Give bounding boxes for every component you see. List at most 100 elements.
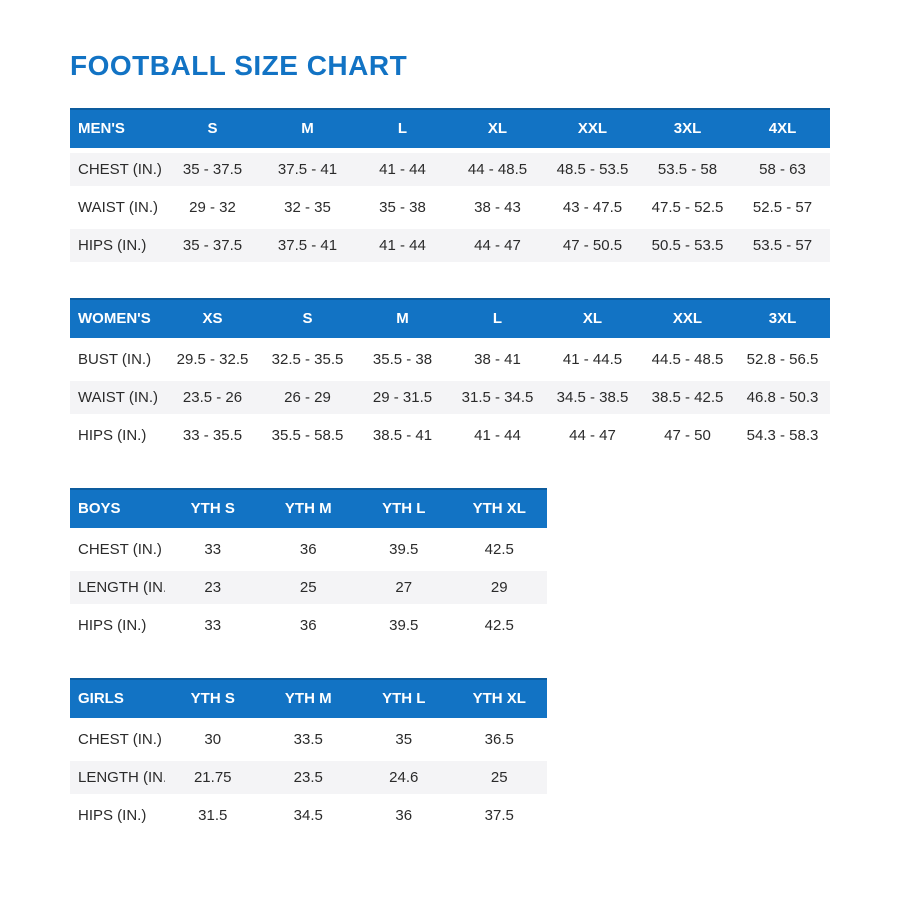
table-title-cell: GIRLS [78, 690, 124, 707]
table-row: WAIST (IN.) 23.5 - 26 26 - 29 29 - 31.5 31.5… [70, 376, 830, 414]
measurement-value-cell: 42.5 [484, 617, 514, 634]
measurement-value-cell: 38.5 - 41 [372, 427, 433, 444]
measurement-value-cell: 46.8 - 50.3 [746, 389, 819, 406]
size-column-header: M [396, 310, 409, 327]
measurement-value-cell: 35 - 38 [379, 199, 426, 216]
size-column-header: YTH L [382, 690, 426, 707]
size-column-header: XL [487, 120, 508, 137]
table-row: CHEST (IN.) 35 - 37.5 37.5 - 41 41 - 44 44 -… [70, 148, 830, 186]
measurement-value-cell: 35 [395, 731, 413, 748]
measurement-value-cell: 23.5 [293, 769, 323, 786]
measurement-value-cell: 25 [299, 579, 317, 596]
table-row: HIPS (IN.) 33 - 35.5 35.5 - 58.5 38.5 - 41 4… [70, 414, 830, 452]
measurement-value-cell: 44 - 47 [569, 427, 616, 444]
size-column-header: XXL [577, 120, 608, 137]
measurement-value-cell: 42.5 [484, 541, 514, 558]
measurement-value-cell: 35.5 - 38 [372, 351, 433, 368]
size-column-header: L [492, 310, 503, 327]
size-chart-page: FOOTBALL SIZE CHART MEN'S S M L XL XXL 3XL 4XL C… [70, 50, 900, 832]
table-row: BUST (IN.) 29.5 - 32.5 32.5 - 35.5 35.5 - 3… [70, 338, 830, 376]
measurement-value-cell: 32 - 35 [284, 199, 331, 216]
measurement-value-cell: 54.3 - 58.3 [746, 427, 819, 444]
womens-size-table: WOMEN'S XS S M L XL XXL 3XL BUST (IN.) 29.5 - 32.… [70, 298, 830, 452]
size-column-header: 3XL [768, 310, 797, 327]
measurement-value-cell: 33 [204, 617, 222, 634]
measurement-value-cell: 44 - 48.5 [467, 161, 528, 178]
measurement-value-cell: 39.5 [389, 617, 419, 634]
measurement-value-cell: 32.5 - 35.5 [271, 351, 344, 368]
size-column-header: YTH L [382, 500, 426, 517]
table-header-row: WOMEN'S XS S M L XL XXL 3XL [70, 298, 830, 338]
measurement-value-cell: 31.5 [198, 807, 228, 824]
measurement-value-cell: 26 - 29 [284, 389, 331, 406]
measurement-label: BUST (IN.) [78, 351, 152, 368]
measurement-value-cell: 52.8 - 56.5 [746, 351, 819, 368]
measurement-value-cell: 47.5 - 52.5 [651, 199, 724, 216]
measurement-value-cell: 31.5 - 34.5 [461, 389, 534, 406]
size-column-header: XXL [672, 310, 703, 327]
size-column-header: M [301, 120, 314, 137]
table-header-row: BOYS YTH S YTH M YTH L YTH XL [70, 488, 547, 528]
measurement-value-cell: 41 - 44 [379, 161, 426, 178]
measurement-value-cell: 36.5 [484, 731, 514, 748]
table-title-cell: MEN'S [78, 120, 125, 137]
measurement-value-cell: 29 - 32 [189, 199, 236, 216]
measurement-label: CHEST (IN.) [78, 541, 162, 558]
measurement-value-cell: 53.5 - 58 [657, 161, 718, 178]
measurement-value-cell: 58 - 63 [759, 161, 806, 178]
measurement-value-cell: 34.5 - 38.5 [556, 389, 629, 406]
measurement-value-cell: 48.5 - 53.5 [556, 161, 629, 178]
table-header-row: GIRLS YTH S YTH M YTH L YTH XL [70, 678, 547, 718]
table-row: CHEST (IN.) 33 36 39.5 42.5 [70, 528, 547, 566]
measurement-value-cell: 52.5 - 57 [752, 199, 813, 216]
measurement-label: HIPS (IN.) [78, 427, 147, 444]
size-column-header: YTH S [190, 690, 235, 707]
measurement-value-cell: 24.6 [389, 769, 419, 786]
size-column-header: 3XL [673, 120, 702, 137]
measurement-value-cell: 38 - 41 [474, 351, 521, 368]
mens-size-table: MEN'S S M L XL XXL 3XL 4XL CHEST (IN.) 35 - 37.5 3… [70, 108, 830, 262]
measurement-value-cell: 39.5 [389, 541, 419, 558]
measurement-value-cell: 36 [395, 807, 413, 824]
table-title-cell: WOMEN'S [78, 310, 151, 327]
table-row: HIPS (IN.) 33 36 39.5 42.5 [70, 604, 547, 642]
measurement-value-cell: 29 - 31.5 [372, 389, 433, 406]
table-row: CHEST (IN.) 30 33.5 35 36.5 [70, 718, 547, 756]
measurement-value-cell: 35 - 37.5 [182, 161, 243, 178]
table-row: HIPS (IN.) 31.5 34.5 36 37.5 [70, 794, 547, 832]
measurement-value-cell: 38 - 43 [474, 199, 521, 216]
table-row: LENGTH (IN.) 21.75 23.5 24.6 25 [70, 756, 547, 794]
measurement-value-cell: 35 - 37.5 [182, 237, 243, 254]
size-column-header: YTH XL [472, 500, 526, 517]
size-column-header: YTH XL [472, 690, 526, 707]
measurement-value-cell: 33 - 35.5 [182, 427, 243, 444]
measurement-value-cell: 37.5 [484, 807, 514, 824]
measurement-label: WAIST (IN.) [78, 199, 158, 216]
size-column-header: S [302, 310, 313, 327]
measurement-label: CHEST (IN.) [78, 731, 162, 748]
boys-size-table: BOYS YTH S YTH M YTH L YTH XL CHEST (IN.) 33 36… [70, 488, 547, 642]
measurement-value-cell: 37.5 - 41 [277, 161, 338, 178]
measurement-label: HIPS (IN.) [78, 807, 147, 824]
measurement-value-cell: 53.5 - 57 [752, 237, 813, 254]
measurement-label: LENGTH (IN.) [78, 769, 165, 786]
measurement-label: HIPS (IN.) [78, 237, 147, 254]
measurement-value-cell: 23.5 - 26 [182, 389, 243, 406]
size-column-header: YTH S [190, 500, 235, 517]
measurement-value-cell: 33.5 [293, 731, 323, 748]
measurement-value-cell: 41 - 44.5 [562, 351, 623, 368]
size-column-header: XL [582, 310, 603, 327]
measurement-label: WAIST (IN.) [78, 389, 158, 406]
measurement-value-cell: 25 [490, 769, 508, 786]
table-row: WAIST (IN.) 29 - 32 32 - 35 35 - 38 38 - 43 4… [70, 186, 830, 224]
measurement-value-cell: 33 [204, 541, 222, 558]
measurement-value-cell: 29 [490, 579, 508, 596]
size-column-header: YTH M [284, 690, 332, 707]
table-title-cell: BOYS [78, 500, 121, 517]
measurement-value-cell: 43 - 47.5 [562, 199, 623, 216]
measurement-value-cell: 23 [204, 579, 222, 596]
table-row: LENGTH (IN.) 23 25 27 29 [70, 566, 547, 604]
size-column-header: S [207, 120, 218, 137]
table-header-row: MEN'S S M L XL XXL 3XL 4XL [70, 108, 830, 148]
measurement-value-cell: 38.5 - 42.5 [651, 389, 724, 406]
